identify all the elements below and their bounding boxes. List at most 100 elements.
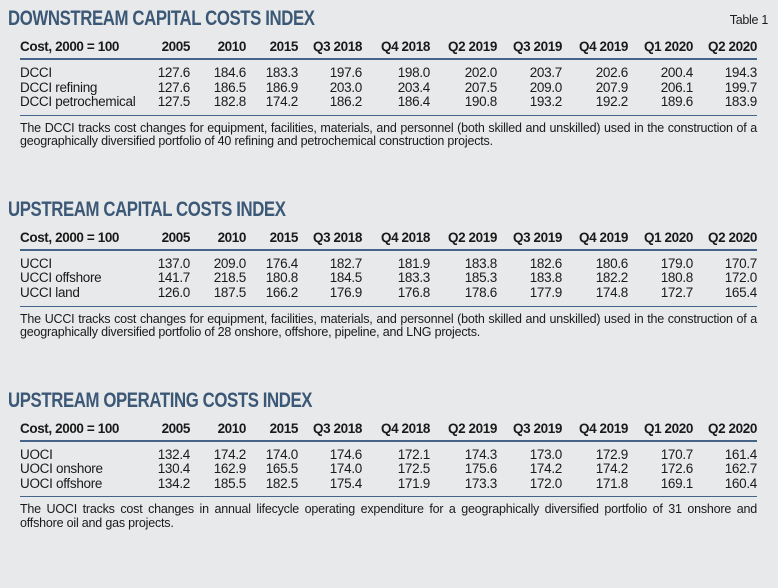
column-header: 2010 (190, 39, 246, 60)
column-header: 2005 (138, 420, 190, 442)
cell-value: 193.2 (497, 94, 562, 116)
cell-value: 180.8 (660, 270, 694, 286)
column-header: Q2 2020 (693, 229, 757, 251)
cell-value: 172.7 (628, 285, 693, 307)
column-header: Q4 2018 (362, 39, 430, 60)
header-row: Cost, 2000 = 100 2005 2010 2015 Q3 2018 Q4 20… (20, 39, 757, 60)
cell-value: 189.6 (628, 94, 693, 116)
column-header: Q2 2019 (430, 229, 497, 251)
cell-value: 174.2 (213, 446, 247, 462)
row-label: UCCI land (20, 285, 138, 307)
column-header: Q1 2020 (628, 229, 693, 251)
cell-value: 127.6 (157, 65, 191, 80)
cell-value: 182.6 (529, 255, 563, 271)
cell-value: 175.4 (298, 476, 362, 498)
cell-value: 162.9 (213, 461, 247, 477)
cell-value: 187.5 (190, 285, 246, 307)
cell-value: 174.2 (529, 461, 563, 477)
cell-value: 182.7 (329, 255, 363, 271)
cell-value: 182.5 (246, 476, 298, 498)
cell-value: 173.0 (529, 446, 563, 462)
cell-value: 134.2 (138, 476, 190, 498)
table-row: UOCI offshore 134.2 185.5 182.5 175.4 171.9 17… (20, 476, 757, 498)
cell-value: 203.0 (329, 79, 363, 95)
section-title-upstream-capital: UPSTREAM CAPITAL COSTS INDEX (8, 197, 286, 221)
cell-value: 132.4 (157, 446, 191, 462)
cell-value: 172.6 (660, 461, 694, 477)
section-upstream-operating-costs: UPSTREAM OPERATING COSTS INDEX Cost, 200… (0, 390, 778, 531)
cell-value: 166.2 (246, 285, 298, 307)
row-label: UCCI (20, 255, 52, 271)
cell-value: 203.7 (529, 65, 563, 80)
cell-value: 218.5 (213, 270, 247, 286)
column-header: Q2 2020 (693, 420, 757, 442)
section-upstream-capital-costs: UPSTREAM CAPITAL COSTS INDEX Cost, 2000 … (0, 197, 778, 340)
row-label: DCCI petrochemical (20, 94, 138, 116)
cell-value: 194.3 (724, 65, 758, 80)
cell-value: 192.2 (562, 94, 628, 116)
cell-value: 174.2 (246, 94, 298, 116)
cell-value: 190.8 (430, 94, 497, 116)
row-label: DCCI (20, 65, 52, 80)
cell-value: 172.9 (595, 446, 629, 462)
cell-value: 174.6 (329, 446, 363, 462)
cell-value: 174.3 (464, 446, 498, 462)
upstream-operating-costs-table: Cost, 2000 = 100 2005 2010 2015 Q3 2018 Q4 20… (20, 420, 758, 498)
cell-value: 177.9 (497, 285, 562, 307)
cell-value: 137.0 (157, 255, 191, 271)
row-label: UOCI (20, 446, 53, 462)
cell-value: 170.7 (660, 446, 694, 462)
cell-value: 174.8 (562, 285, 628, 307)
column-header: Q4 2019 (562, 39, 628, 60)
cell-value: 174.2 (595, 461, 629, 477)
column-header: Q4 2018 (362, 229, 430, 251)
cell-value: 176.8 (362, 285, 430, 307)
cell-value: 171.8 (562, 476, 628, 498)
header-row: Cost, 2000 = 100 2005 2010 2015 Q3 2018 Q4 20… (20, 420, 757, 442)
cell-value: 130.4 (157, 461, 191, 477)
cell-value: 183.3 (265, 65, 299, 80)
column-header: Q4 2019 (562, 229, 628, 251)
cell-value: 173.3 (430, 476, 497, 498)
cell-value: 186.4 (362, 94, 430, 116)
cell-value: 199.7 (724, 79, 758, 95)
column-header: Q2 2019 (430, 39, 497, 60)
column-header: Q3 2018 (298, 229, 362, 251)
column-header: 2015 (246, 229, 298, 251)
cell-value: 176.9 (298, 285, 362, 307)
column-header: Q4 2018 (362, 420, 430, 442)
cell-value: 185.5 (190, 476, 246, 498)
cell-value: 183.8 (464, 255, 498, 271)
column-header: Q3 2019 (497, 229, 562, 251)
cell-value: 165.4 (693, 285, 757, 307)
row-label: UOCI onshore (20, 461, 103, 477)
row-label: DCCI refining (20, 79, 98, 95)
footnote-dcci: The DCCI tracks cost changes for equipme… (20, 120, 757, 149)
cell-value: 178.6 (430, 285, 497, 307)
cell-value: 186.9 (265, 79, 299, 95)
cell-value: 184.6 (213, 65, 247, 80)
column-header: Q1 2020 (628, 39, 693, 60)
cell-value: 197.6 (329, 65, 363, 80)
cell-value: 203.4 (397, 79, 431, 95)
cell-value: 172.0 (724, 270, 758, 286)
cell-value: 174.0 (329, 461, 363, 477)
row-label: UOCI offshore (20, 476, 138, 498)
cell-value: 181.9 (397, 255, 431, 271)
table-row: UOCI onshore 130.4 162.9 165.5 174.0 172.5 175… (20, 462, 757, 477)
table-row: DCCI petrochemical 127.5 182.8 174.2 186.2 18… (20, 94, 757, 116)
row-label-column-header: Cost, 2000 = 100 (20, 229, 138, 251)
column-header: Q3 2018 (298, 39, 362, 60)
cell-value: 174.0 (265, 446, 299, 462)
cell-value: 179.0 (660, 255, 694, 271)
column-header: 2015 (246, 39, 298, 60)
table-row: DCCI refining 127.6 186.5 186.9 203.0 203.4 20… (20, 79, 758, 96)
column-header: Q3 2019 (497, 420, 562, 442)
cell-value: 162.7 (724, 461, 758, 477)
cell-value: 198.0 (397, 65, 431, 80)
table-row: UCCI 137.0 209.0 176.4 182.7 181.9 183.8 182.6 1… (20, 250, 757, 272)
downstream-capital-costs-table: Cost, 2000 = 100 2005 2010 2015 Q3 2018 Q4 20… (20, 39, 757, 116)
cell-value: 161.4 (724, 446, 758, 462)
cell-value: 209.0 (213, 255, 247, 271)
